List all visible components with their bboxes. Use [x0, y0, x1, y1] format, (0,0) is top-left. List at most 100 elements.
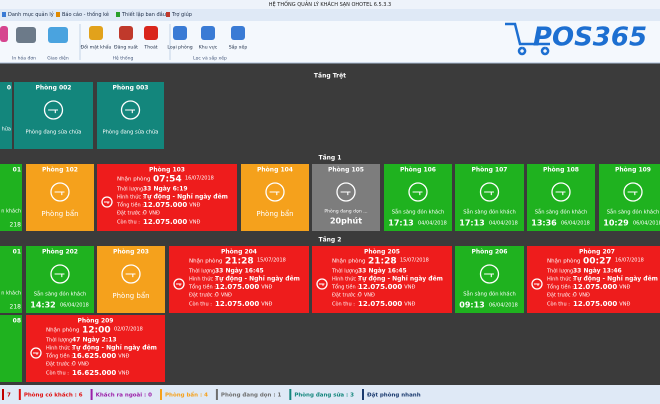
menu-item[interactable]: Thiết lập ban đầu	[121, 10, 166, 18]
ready-time: 17:13	[459, 219, 484, 228]
room-icon	[316, 278, 328, 290]
room-status: Sẵn sàng đón khách	[535, 209, 588, 216]
room-status: Phòng bẩn	[112, 291, 149, 300]
field-value: Tự động - Nghỉ ngày đêm	[358, 276, 443, 283]
field-value: 47 Ngày 2:13	[72, 337, 117, 344]
field-value: 16.625.000	[72, 352, 116, 360]
room-icon	[551, 182, 571, 202]
room-tile[interactable]	[97, 82, 164, 149]
toolbar-button[interactable]: Sắp xếp	[229, 44, 248, 51]
field-value: 33 Ngày 16:45	[358, 268, 407, 275]
room-tile[interactable]	[599, 164, 660, 231]
field-label: Nhận phòng	[46, 327, 80, 334]
room-icon	[336, 182, 356, 202]
status-item: Phòng bẩn : 4	[165, 392, 208, 399]
room-name: Phòng 206	[472, 249, 508, 256]
ready-time: 14:32	[30, 301, 55, 310]
floor-title: Tầng 1	[319, 154, 342, 162]
status-item: Phòng có khách : 6	[24, 392, 83, 399]
room-name: Phòng 207	[579, 249, 615, 256]
ribbon-group: Hệ thống	[113, 55, 134, 62]
room-tile[interactable]	[0, 164, 22, 231]
room-name: Phòng 107	[472, 167, 508, 174]
room-tile[interactable]	[527, 164, 595, 231]
menu-icon	[56, 12, 60, 17]
room-tile[interactable]	[26, 164, 94, 231]
room-tile[interactable]	[97, 246, 165, 313]
room-tile[interactable]	[0, 82, 12, 149]
ready-date: 06/04/2018	[489, 303, 518, 309]
toolbar-button[interactable]: Khu vực	[199, 45, 218, 51]
room-tile[interactable]	[241, 164, 309, 231]
status-marker	[160, 389, 162, 400]
field-value: 33 Ngày 16:45	[215, 268, 264, 275]
room-tile[interactable]	[0, 315, 22, 382]
room-timer: 20phút	[330, 217, 362, 226]
field-label: Hình thức :	[189, 276, 217, 283]
field-label: Còn thu :	[46, 370, 69, 377]
room-tile[interactable]	[312, 164, 380, 231]
room-tile[interactable]	[26, 246, 94, 313]
room-status: Sẵn sàng đón khách	[463, 209, 516, 216]
currency: VNĐ	[261, 302, 272, 308]
menu-item[interactable]: Trợ giúp	[171, 11, 192, 18]
status-marker	[362, 389, 364, 400]
status-bar	[0, 385, 660, 404]
room-tile[interactable]	[312, 246, 452, 313]
status-item[interactable]: Đặt phòng nhanh	[367, 392, 421, 399]
field-value: 33 Ngày 6:19	[143, 186, 188, 193]
toolbar-button[interactable]: Đăng xuất	[114, 44, 138, 51]
field-label: Thời lượng :	[45, 337, 76, 344]
field-label: Tổng tiền :	[45, 352, 73, 360]
field-label: Còn thu :	[332, 301, 355, 308]
currency: VNĐ	[78, 362, 89, 368]
currency: VNĐ	[118, 371, 129, 377]
title-bar	[0, 0, 660, 9]
room-icon	[30, 347, 42, 359]
room-name: Phòng 204	[221, 249, 257, 256]
toolbar-button[interactable]: Loại phòng	[167, 44, 192, 51]
icon	[173, 26, 187, 40]
room-status: Phòng bẩn	[41, 209, 78, 218]
field-value: 0	[573, 292, 577, 299]
room-status: Sẵn sàng đón khách	[392, 209, 445, 216]
room-icon-key	[555, 191, 566, 196]
status-marker	[90, 389, 93, 400]
room-name: Phòng 202	[42, 249, 78, 256]
room-tile[interactable]	[0, 246, 22, 313]
room-name: Phòng 103	[149, 167, 185, 174]
room-name: Phòng 105	[328, 167, 364, 174]
field-value: Tự động - Nghỉ ngày đêm	[143, 194, 228, 201]
ribbon-group: Lọc và sắp xếp	[193, 55, 227, 62]
room-status: Sẵn sàng đón khách	[34, 291, 87, 298]
ready-time: 17:13	[388, 219, 413, 228]
room-status: Sẵn sàng đón khách	[607, 209, 660, 216]
room-fragment: n khách	[1, 290, 21, 297]
room-tile[interactable]	[169, 246, 309, 313]
room-tile[interactable]	[26, 315, 165, 382]
room-icon-key	[54, 273, 65, 278]
menu-item[interactable]: Danh mục quản lý	[8, 11, 54, 18]
currency: VNĐ	[619, 285, 630, 291]
room-icon	[408, 182, 428, 202]
room-tile[interactable]	[455, 164, 524, 231]
toolbar-button[interactable]: Thoát	[143, 44, 157, 51]
room-tile[interactable]	[527, 246, 660, 313]
room-tile[interactable]	[97, 164, 237, 231]
room-tile[interactable]	[384, 164, 452, 231]
room-tile[interactable]	[14, 82, 93, 149]
toolbar-button[interactable]: Đổi mật khẩu	[81, 44, 112, 51]
menu-item[interactable]: Báo cáo - thống kê	[62, 11, 109, 18]
checkin-date: 15/07/2018	[400, 258, 429, 264]
icon	[48, 27, 68, 43]
status-marker	[18, 389, 21, 400]
room-icon	[50, 182, 70, 202]
room-icon-key	[104, 201, 110, 204]
room-icon-key	[33, 352, 39, 355]
field-value: 0	[358, 292, 362, 299]
room-icon-key	[484, 191, 494, 196]
room-tile[interactable]	[455, 246, 524, 313]
checkin-date: 15/07/2018	[257, 258, 286, 264]
